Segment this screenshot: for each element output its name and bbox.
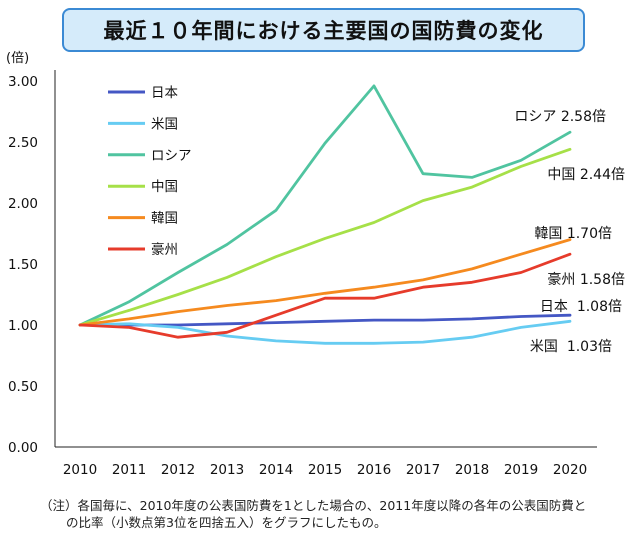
series-line-australia [78, 252, 572, 339]
y-tick-label: 3.00 [8, 74, 38, 90]
x-axis-ticks: 2010 2011 2012 2013 2014 2015 2016 2017 2018 2019… [63, 462, 587, 478]
x-tick-label: 2011 [112, 462, 146, 478]
x-tick-label: 2014 [259, 462, 293, 478]
y-axis-ticks: 3.00 2.50 2.00 1.50 1.00 0.50 0.00 [8, 74, 38, 456]
end-label-australia: 豪州 1.58倍 [547, 272, 625, 288]
x-tick-label: 2012 [161, 462, 195, 478]
x-tick-label: 2017 [406, 462, 440, 478]
end-label-japan: 日本 1.08倍 [540, 299, 622, 315]
legend-label: 中国 [151, 179, 178, 195]
y-tick-label: 1.00 [8, 318, 38, 334]
series-line-japan [78, 313, 572, 327]
y-axis-unit-label: (倍) [6, 51, 30, 66]
line-chart: 3.00 2.50 2.00 1.50 1.00 0.50 0.00 2010 2011 2012… [8, 70, 625, 478]
legend-item-usa: 米国 [108, 116, 178, 132]
end-label-korea: 韓国 1.70倍 [534, 226, 612, 242]
series-line-china [78, 147, 572, 327]
legend-label: 韓国 [151, 211, 178, 227]
end-label-usa: 米国 1.03倍 [530, 339, 612, 355]
x-tick-label: 2019 [504, 462, 538, 478]
chart-title-box: 最近１０年間における主要国の国防費の変化 [62, 8, 585, 52]
series-line-korea [78, 238, 572, 327]
legend-label: 豪州 [151, 242, 178, 258]
footnote-line: （注）各国毎に、2010年度の公表国防費を1とした場合の、2011年度以降の各年… [40, 498, 587, 513]
footnote: （注）各国毎に、2010年度の公表国防費を1とした場合の、2011年度以降の各年… [40, 497, 586, 531]
legend-label: 米国 [151, 116, 178, 132]
y-tick-label: 2.50 [8, 135, 38, 151]
legend-item-russia: ロシア [108, 148, 192, 164]
y-tick-label: 0.50 [8, 379, 38, 395]
x-tick-label: 2015 [308, 462, 342, 478]
x-tick-label: 2020 [553, 462, 587, 478]
end-label-china: 中国 2.44倍 [547, 167, 625, 183]
y-tick-label: 2.00 [8, 196, 38, 212]
legend-item-korea: 韓国 [108, 211, 178, 227]
end-label-russia: ロシア 2.58倍 [514, 109, 606, 125]
legend-item-australia: 豪州 [108, 242, 178, 258]
x-tick-label: 2013 [210, 462, 244, 478]
series-lines [78, 84, 572, 345]
x-tick-label: 2018 [455, 462, 489, 478]
legend-label: ロシア [151, 148, 192, 164]
y-tick-label: 1.50 [8, 257, 38, 273]
chart-title: 最近１０年間における主要国の国防費の変化 [103, 19, 544, 43]
series-line-russia [78, 84, 572, 327]
x-tick-label: 2010 [63, 462, 97, 478]
legend-item-china: 中国 [108, 179, 178, 195]
legend-item-japan: 日本 [108, 85, 178, 101]
x-tick-label: 2016 [357, 462, 391, 478]
series-line-usa [78, 319, 572, 345]
footnote-line: の比率（小数点第3位を四捨五入）をグラフにしたもの。 [66, 515, 387, 530]
y-tick-label: 0.00 [8, 440, 38, 456]
legend-label: 日本 [151, 85, 178, 101]
